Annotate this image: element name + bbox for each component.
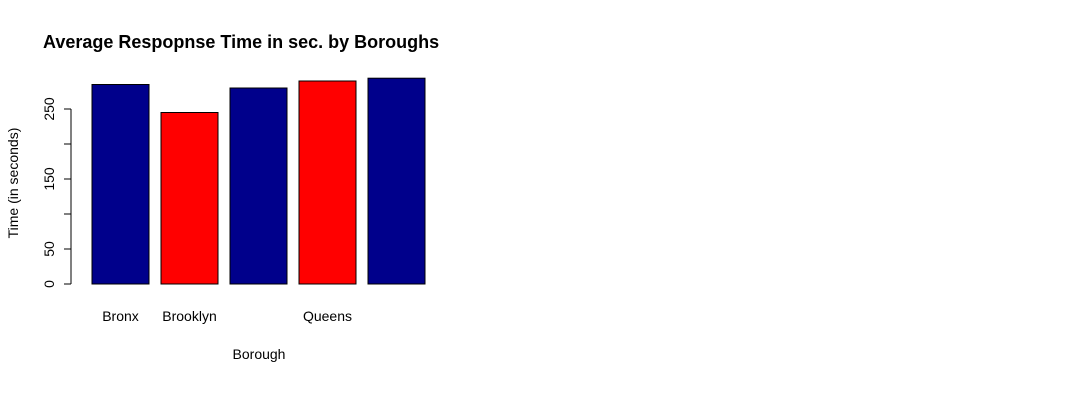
bar [229, 87, 288, 285]
y-tick-label: 250 [41, 97, 57, 121]
y-tick-label: 0 [41, 280, 57, 288]
x-tick-labels: Bronx Brooklyn Queens [102, 308, 352, 324]
bar [160, 112, 219, 285]
y-axis: 0 50 150 250 [41, 97, 72, 288]
x-tick-label: Brooklyn [162, 308, 216, 324]
y-axis-label: Time (in seconds) [5, 128, 21, 239]
bar [298, 80, 357, 285]
y-ticks: 0 50 150 250 [41, 97, 71, 288]
x-tick-label: Bronx [102, 308, 139, 324]
y-tick-label: 50 [41, 241, 57, 257]
bars [91, 77, 426, 285]
bar [91, 84, 150, 285]
x-axis-label: Borough [233, 346, 286, 362]
x-tick-label: Queens [303, 308, 352, 324]
bar [367, 77, 426, 285]
y-tick-label: 150 [41, 167, 57, 191]
chart-title: Average Respopnse Time in sec. by Boroug… [43, 32, 439, 52]
